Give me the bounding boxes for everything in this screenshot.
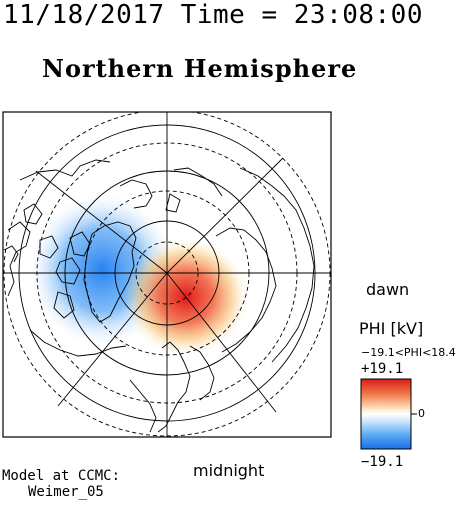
colorbar-range: −19.1<PHI<18.4 (361, 346, 456, 359)
dawn-label: dawn (366, 280, 410, 299)
colorbar (360, 378, 412, 450)
polar-grid (3, 112, 331, 437)
colorbar-max-label: +19.1 (361, 361, 404, 377)
model-label: Model at CCMC: (2, 468, 121, 484)
colorbar-min-label: −19.1 (361, 454, 404, 470)
model-name: Weimer_05 (28, 484, 104, 500)
plot-title: Northern Hemisphere (42, 54, 358, 83)
colorbar-zero-label: 0 (418, 407, 425, 420)
colorbar-title: PHI [kV] (359, 319, 424, 338)
midnight-label: midnight (193, 461, 265, 480)
timestamp-text: 11/18/2017 Time = 23:08:00 (3, 0, 423, 30)
coastlines (3, 159, 315, 433)
